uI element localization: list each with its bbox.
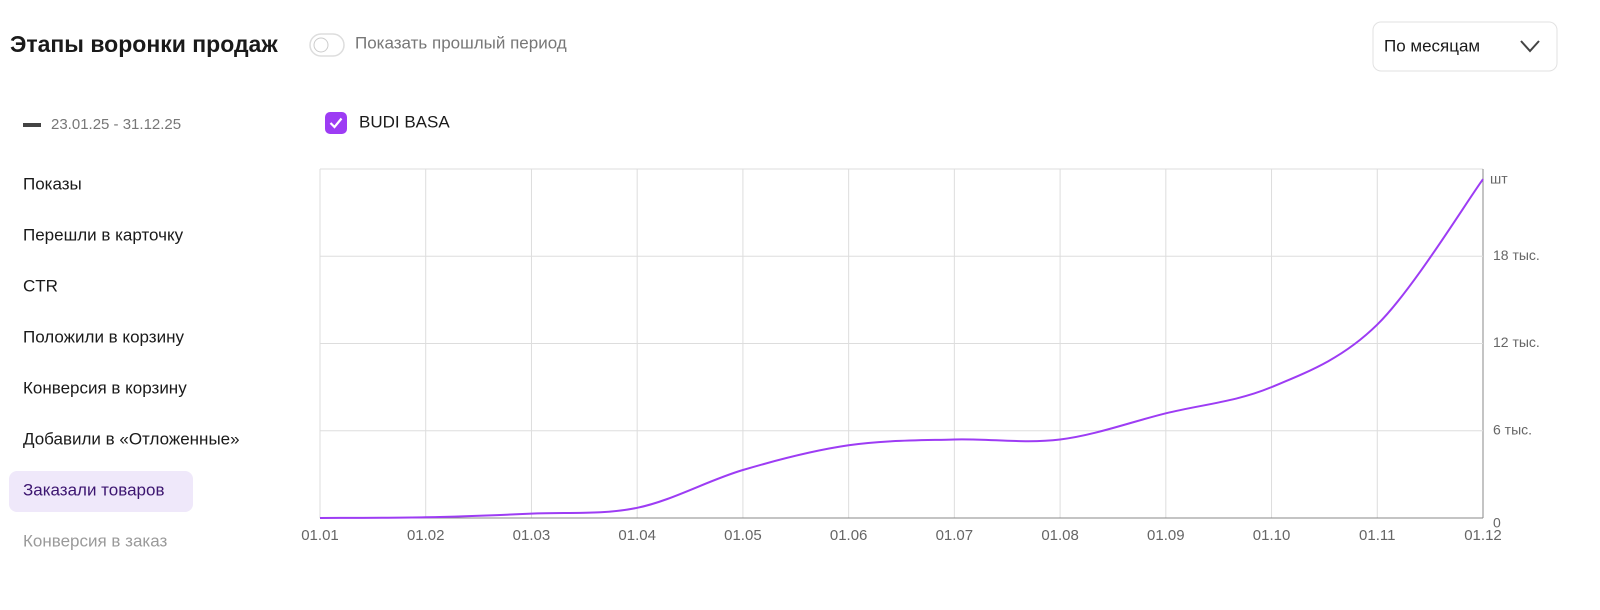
metric-item[interactable]: CTR (23, 276, 58, 295)
legend-label[interactable]: BUDI BASA (359, 112, 450, 131)
y-tick-label: 12 тыс. (1493, 334, 1540, 350)
x-tick-label: 01.08 (1041, 527, 1079, 544)
period-dropdown[interactable] (1372, 21, 1558, 72)
y-unit: шт (1490, 171, 1508, 187)
x-tick-label: 01.05 (724, 527, 762, 544)
toggle[interactable] (309, 33, 345, 57)
legend-item[interactable]: BUDI BASA (325, 112, 450, 134)
legend-checkbox[interactable] (325, 112, 347, 134)
x-tick-label: 01.07 (936, 527, 974, 544)
toggle-label[interactable]: Показать прошлый период (355, 33, 567, 52)
x-tick-label: 01.11 (1359, 527, 1395, 544)
y-tick-label: 0 (1493, 515, 1501, 531)
period-marker (23, 123, 41, 127)
metric-item[interactable]: Положили в корзину (23, 327, 184, 346)
selected-bg (9, 471, 193, 512)
x-tick-label: 01.10 (1253, 527, 1291, 544)
metric-item[interactable]: Добавили в «Отложенные» (23, 429, 240, 448)
series-line (319, 178, 1484, 519)
dropdown-value[interactable]: По месяцам (1384, 36, 1480, 55)
dropdown-chevron[interactable] (1520, 40, 1540, 53)
y-tick-label: 6 тыс. (1493, 421, 1532, 437)
metric-item[interactable]: Перешли в карточку (23, 225, 184, 244)
x-tick-label: 01.06 (830, 527, 868, 544)
check-icon (329, 117, 343, 129)
metric-item[interactable]: Конверсия в корзину (23, 378, 187, 397)
page-title: Этапы воронки продаж (10, 31, 278, 57)
sidebar: Показы Перешли в карточку CTR Положили в ко… (9, 174, 240, 550)
y-tick-label: 18 тыс. (1493, 247, 1540, 263)
plot: 01.01 01.02 01.03 01.04 01.05 01.06 01.07 01.08… (301, 168, 1540, 544)
metric-item[interactable]: Заказали товаров (23, 480, 164, 499)
x-tick-label: 01.09 (1147, 527, 1185, 544)
metric-item[interactable]: Конверсия в заказ (23, 531, 167, 550)
period-range: 23.01.25 - 31.12.25 (51, 116, 181, 133)
toggle-knob[interactable] (313, 37, 329, 53)
x-tick-label: 01.04 (618, 527, 656, 544)
x-tick-label: 01.01 (301, 527, 339, 544)
x-tick-label: 01.12 (1464, 527, 1502, 544)
x-tick-label: 01.03 (513, 527, 551, 544)
x-tick-label: 01.02 (407, 527, 445, 544)
metric-item[interactable]: Показы (23, 174, 82, 193)
